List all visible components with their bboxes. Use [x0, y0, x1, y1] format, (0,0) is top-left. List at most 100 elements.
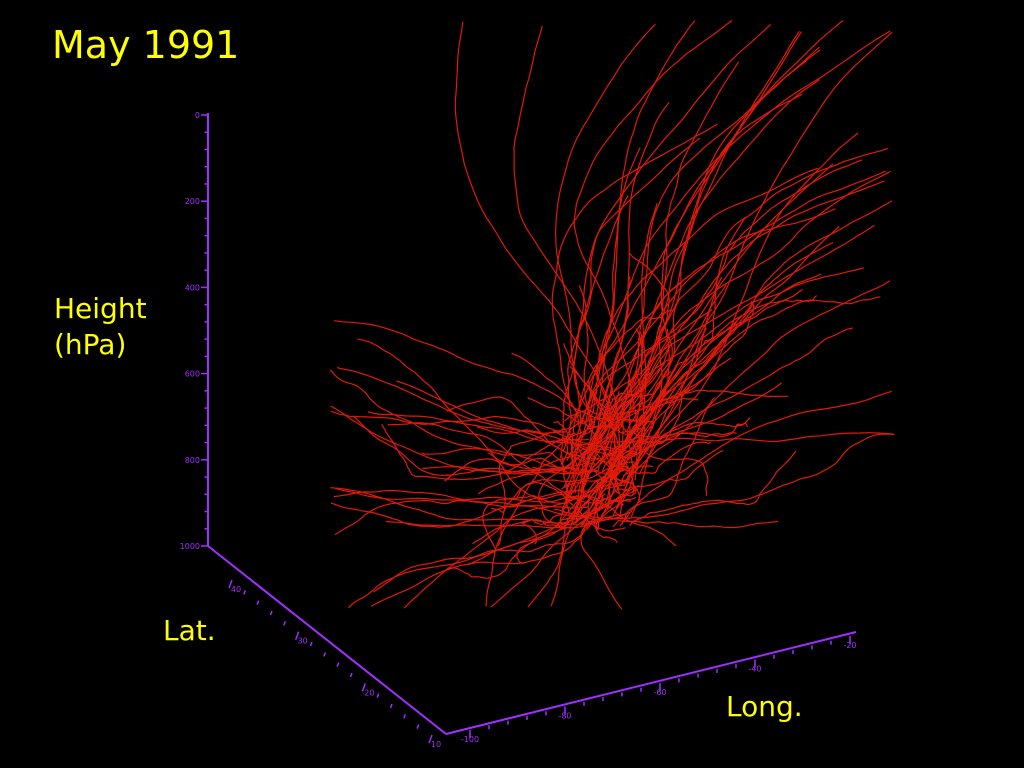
- tick-label: 30: [298, 637, 308, 646]
- long-axis-label: Long.: [726, 690, 803, 723]
- trajectory: [619, 390, 892, 527]
- minor-tick: [256, 600, 260, 605]
- trajectory: [586, 357, 732, 455]
- trajectory: [527, 396, 616, 449]
- trajectory: [482, 493, 565, 550]
- trajectory: [629, 450, 797, 527]
- lat-axis-label: Lat.: [163, 614, 216, 647]
- trajectory: [357, 338, 569, 505]
- trajectory: [567, 195, 629, 435]
- lat-axis-line: [207, 545, 447, 735]
- trajectory: [554, 23, 656, 424]
- trajectory: [329, 369, 566, 476]
- trajectory: [597, 170, 887, 421]
- tick-label: -20: [843, 641, 856, 650]
- trajectory: [550, 481, 622, 607]
- tick-label: 40: [231, 585, 241, 594]
- trajectory: [490, 488, 639, 608]
- major-tick: [361, 683, 367, 692]
- trajectory: [572, 23, 772, 433]
- trajectory: [572, 450, 724, 525]
- trajectory: [381, 423, 615, 481]
- trajectory: [590, 389, 691, 493]
- minor-tick: [349, 672, 353, 678]
- trajectory: [613, 280, 891, 489]
- trajectory: [330, 489, 594, 528]
- height-axis-label: Height (hPa): [54, 292, 147, 361]
- trajectory: [610, 200, 893, 459]
- trajectory: [367, 411, 633, 452]
- trajectory: [603, 328, 673, 421]
- major-tick: [294, 631, 300, 640]
- trajectories: [329, 20, 895, 610]
- trajectory: [476, 426, 563, 434]
- minor-tick: [309, 641, 313, 647]
- tick-label: -80: [558, 712, 571, 721]
- trajectory: [601, 432, 894, 481]
- tick-label: 400: [185, 283, 200, 292]
- tick-label: 1000: [180, 542, 200, 551]
- trajectory: [403, 494, 591, 609]
- trajectory: [387, 422, 601, 505]
- tick-label: 10: [431, 740, 441, 749]
- tick-label: -60: [653, 688, 666, 697]
- trajectory: [565, 489, 677, 547]
- trajectory: [622, 441, 711, 477]
- trajectory: [596, 46, 820, 436]
- trajectory: [521, 511, 566, 545]
- minor-tick: [323, 652, 327, 657]
- trajectory: [385, 513, 627, 529]
- trajectory: [580, 422, 749, 527]
- trajectory: [617, 328, 643, 433]
- trajectory: [593, 493, 618, 543]
- trajectory: [334, 487, 628, 503]
- trajectory: [574, 30, 891, 457]
- long-axis-line: [445, 631, 857, 735]
- slide-title: May 1991: [52, 23, 239, 67]
- tick-label: -100: [461, 735, 479, 744]
- trajectory: [631, 436, 709, 496]
- trajectory: [444, 457, 600, 482]
- trajectory: [621, 427, 737, 439]
- trajectory: [477, 447, 592, 495]
- trajectory: [559, 137, 701, 459]
- tick-label: 200: [185, 197, 200, 206]
- trajectory: [573, 20, 733, 454]
- trajectory: [571, 353, 606, 494]
- major-tick: [428, 734, 433, 744]
- trajectory: [490, 481, 626, 532]
- tick-label: 20: [364, 688, 374, 697]
- trajectory: [373, 496, 637, 593]
- trajectory: [584, 309, 674, 435]
- trajectory: [564, 224, 875, 422]
- minor-tick: [389, 703, 393, 709]
- trajectory: [600, 371, 672, 464]
- trajectory: [615, 276, 723, 460]
- trajectory: [330, 410, 567, 433]
- trajectory: [612, 147, 889, 468]
- trajectory: [597, 342, 673, 470]
- minor-tick: [403, 714, 407, 719]
- trajectory: [422, 466, 636, 501]
- tick-label: -40: [748, 665, 761, 674]
- trajectory: [603, 159, 863, 450]
- trajectory: [370, 489, 597, 607]
- trajectory: [560, 432, 576, 465]
- minor-tick: [283, 621, 287, 626]
- trajectory: [562, 417, 654, 452]
- trajectory: [636, 295, 817, 445]
- trajectory: [583, 382, 782, 480]
- trajectory: [595, 461, 632, 531]
- major-tick: [228, 579, 233, 589]
- trajectory: [639, 417, 751, 474]
- trajectory: [635, 203, 658, 472]
- trajectory: [590, 170, 891, 467]
- trajectory: [587, 267, 865, 446]
- trajectory: [621, 397, 715, 525]
- trajectory: [561, 387, 614, 512]
- trajectory: [612, 315, 742, 517]
- axes: 0 200 400 600 800 1000 40 30 20 10 -100 -80 -60 -40 -2…: [180, 111, 857, 749]
